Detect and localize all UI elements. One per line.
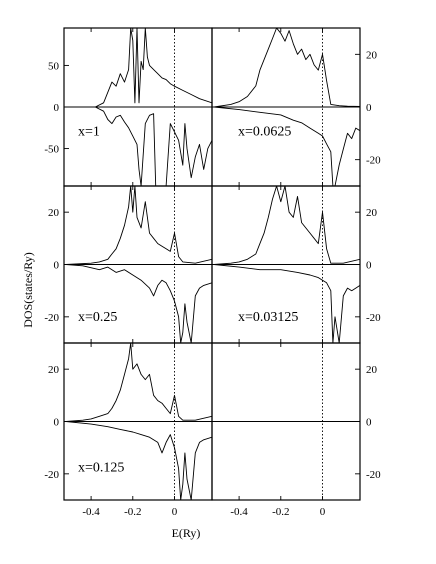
y-tick-label: -20 xyxy=(366,312,381,324)
x-tick-label: 0 xyxy=(172,506,178,518)
panel-label: x=0.125 xyxy=(78,461,124,476)
y-tick-label: 20 xyxy=(48,207,60,219)
x-tick-label: -0.2 xyxy=(124,506,141,518)
spin-down-curve xyxy=(66,106,212,186)
spin-down-curve xyxy=(66,264,212,343)
x-tick-label: -0.4 xyxy=(82,506,100,518)
y-tick-label: -20 xyxy=(44,312,59,324)
panel-2: 20 0 -20 x=0.0625 xyxy=(211,27,381,187)
y-axis-title: DOS(states/Ry) xyxy=(21,252,35,328)
panel-6: 20 0 -20 xyxy=(211,342,381,501)
y-tick-label: -20 xyxy=(366,469,381,481)
y-tick-label: 50 xyxy=(48,60,60,72)
x-tick-label: -0.4 xyxy=(230,506,248,518)
y-tick-label: 20 xyxy=(48,364,60,376)
y-tick-label: -20 xyxy=(44,469,59,481)
panel-3: 20 0 -20 x=0.25 xyxy=(44,185,213,344)
y-tick-label: 0 xyxy=(366,417,372,429)
y-tick-label: 0 xyxy=(366,102,372,114)
spin-down-curve xyxy=(214,106,360,186)
x-tick-label: 0 xyxy=(320,506,326,518)
y-tick-label: -20 xyxy=(366,155,381,167)
panel-1: 50 0 -50 x=1 xyxy=(44,27,213,187)
y-tick-label: 20 xyxy=(366,207,378,219)
panel-label: x=0.03125 xyxy=(238,310,298,325)
panel-label: x=1 xyxy=(78,124,100,139)
panel-4: 20 0 -20 x=0.03125 xyxy=(211,185,381,344)
panel-5: 20 0 -20 x=0.125 xyxy=(44,342,213,501)
spin-down-curve xyxy=(214,264,360,343)
y-tick-label: 20 xyxy=(366,364,378,376)
y-tick-label: 0 xyxy=(366,260,372,272)
panel-label: x=0.0625 xyxy=(238,124,291,139)
spin-up-curve xyxy=(66,28,212,108)
spin-down-curve xyxy=(66,421,212,500)
x-tick-label: -0.2 xyxy=(272,506,289,518)
y-tick-label: -50 xyxy=(44,144,59,156)
x-axis-title: E(Ry) xyxy=(172,526,201,540)
y-tick-label: 0 xyxy=(54,102,60,114)
spin-up-curve xyxy=(66,343,212,422)
spin-up-curve xyxy=(214,186,360,265)
y-tick-label: 0 xyxy=(54,260,60,272)
y-tick-label: 20 xyxy=(366,49,378,61)
y-tick-label: 0 xyxy=(54,417,60,429)
spin-up-curve xyxy=(66,186,212,265)
panel-label: x=0.25 xyxy=(78,310,117,325)
spin-up-curve xyxy=(214,28,360,108)
